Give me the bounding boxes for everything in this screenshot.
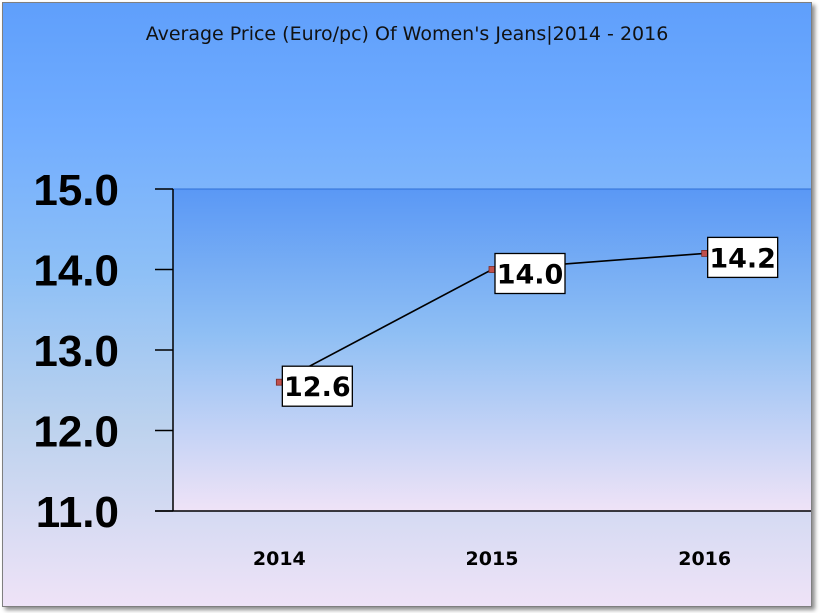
data-label: 14.0	[494, 252, 566, 295]
y-tick-label: 11.0	[36, 488, 119, 537]
y-tick-label: 14.0	[33, 247, 119, 296]
y-tick-label: 15.0	[33, 166, 119, 215]
data-point	[701, 249, 709, 257]
x-tick-label: 2014	[253, 548, 306, 570]
data-label-text: 14.0	[497, 260, 564, 291]
data-label: 12.6	[281, 365, 353, 407]
data-label-box	[494, 252, 566, 295]
y-tick-label: 13.0	[33, 327, 119, 376]
data-point	[275, 378, 283, 386]
x-tick-label: 2015	[466, 548, 519, 570]
chart-canvas: 11.0 12.0 13.0 14.0 15.0 2014 2015 2016 12.6 14…	[33, 166, 811, 570]
data-label-box	[281, 365, 353, 407]
chart-frame: Average Price (Euro/pc) Of Women's Jeans…	[2, 2, 812, 607]
data-point	[488, 266, 496, 273]
y-tick-label: 12.0	[33, 408, 119, 457]
data-label-text: 12.6	[284, 372, 351, 403]
plot-area	[173, 189, 811, 511]
data-label: 14.2	[707, 236, 779, 279]
x-tick-label: 2016	[678, 548, 731, 570]
data-label-text: 14.2	[709, 243, 776, 274]
data-label-box	[707, 236, 779, 279]
chart-title: Average Price (Euro/pc) Of Women's Jeans…	[145, 23, 669, 45]
